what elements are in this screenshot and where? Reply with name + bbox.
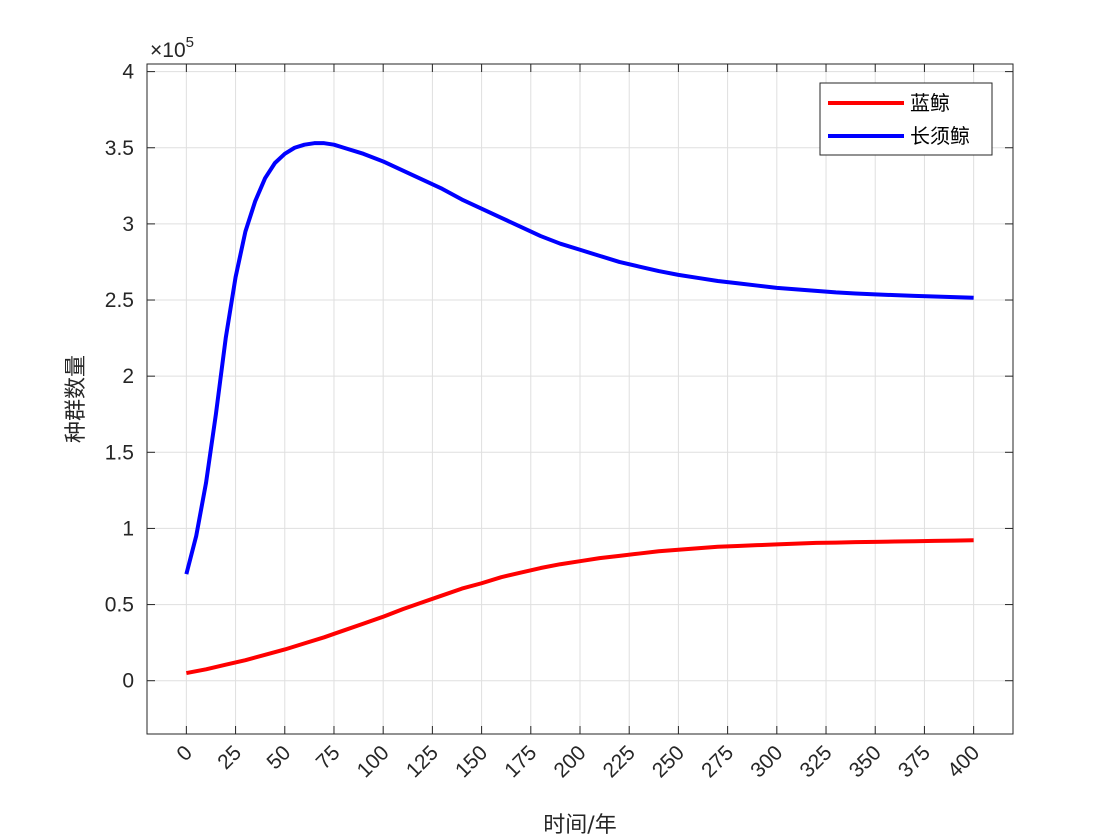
y-axis-title: 种群数量 (64, 355, 89, 443)
legend: 蓝鲸 长须鲸 (819, 82, 993, 156)
y-tick-label: 0 (122, 670, 134, 693)
y-tick-label: 3 (122, 213, 134, 236)
y-tick-label: 3.5 (105, 137, 134, 160)
legend-label-fin-whale: 长须鲸 (910, 124, 970, 148)
y-tick-label: 0.5 (105, 594, 134, 617)
series-line-blue-whale (185, 538, 974, 676)
x-axis-title: 时间/年 (543, 813, 616, 838)
y-multiplier-base: ×10 (150, 39, 186, 62)
grid (147, 64, 1013, 734)
ticks (147, 64, 1013, 734)
legend-label-blue-whale: 蓝鲸 (910, 91, 950, 115)
y-multiplier-exponent: 5 (186, 34, 194, 51)
y-tick-label: 1.5 (105, 441, 134, 464)
y-tick-labels: 0 0.5 1 1.5 2 2.5 3 3.5 4 (105, 61, 135, 693)
series-line-fin-whale (184, 141, 974, 575)
y-tick-label: 2.5 (105, 289, 134, 312)
y-tick-label: 2 (122, 365, 134, 388)
y-tick-label: 1 (122, 517, 134, 540)
y-tick-label: 4 (122, 61, 134, 84)
legend-box (819, 82, 993, 156)
series-group (184, 141, 974, 676)
y-multiplier: ×105 (150, 34, 194, 62)
